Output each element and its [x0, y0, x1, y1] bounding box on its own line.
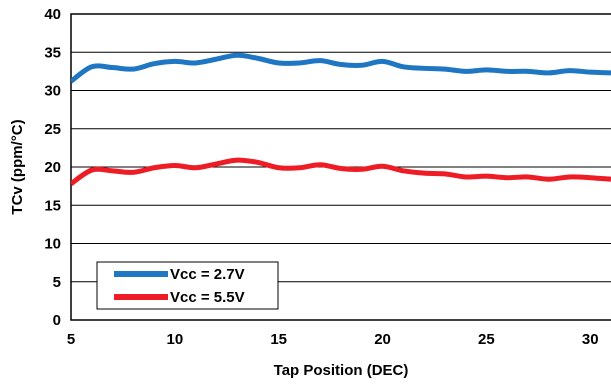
y-tick-label: 40	[44, 6, 61, 23]
series-line-vcc-2-7v	[71, 52, 611, 84]
y-tick-label: 5	[53, 274, 61, 291]
y-tick-label: 0	[53, 312, 61, 329]
legend-label-vcc-2-7v: Vcc = 2.7V	[170, 266, 245, 283]
y-tick-label: 35	[44, 44, 61, 61]
x-tick-label: 30	[582, 331, 599, 348]
plot-area-frame	[70, 13, 611, 321]
y-axis-title: TCv (ppm/°C)	[9, 119, 26, 214]
y-tick-label: 25	[44, 121, 61, 138]
x-tick-label: 5	[67, 331, 75, 348]
x-tick-label: 25	[478, 331, 495, 348]
legend-box	[96, 261, 279, 310]
y-tick-label: 30	[44, 83, 61, 100]
gridlines	[71, 13, 611, 283]
x-tick-label: 15	[270, 331, 287, 348]
x-tick-label: 10	[167, 331, 184, 348]
y-tick-label: 15	[44, 197, 61, 214]
x-axis-title: Tap Position (DEC)	[274, 362, 409, 379]
legend: Vcc = 2.7V Vcc = 5.5V	[96, 261, 279, 310]
series-lines	[71, 52, 611, 186]
x-tick-label: 20	[374, 331, 391, 348]
series-line-vcc-5-5v	[71, 157, 611, 186]
y-tick-label: 20	[44, 159, 61, 176]
legend-label-vcc-5-5v: Vcc = 5.5V	[170, 289, 245, 306]
y-axis-ticks: 0 5 10 15 20 25 30 35 40	[44, 6, 61, 329]
y-tick-label: 10	[44, 236, 61, 253]
x-axis-ticks: 5 10 15 20 25 30	[67, 331, 599, 348]
